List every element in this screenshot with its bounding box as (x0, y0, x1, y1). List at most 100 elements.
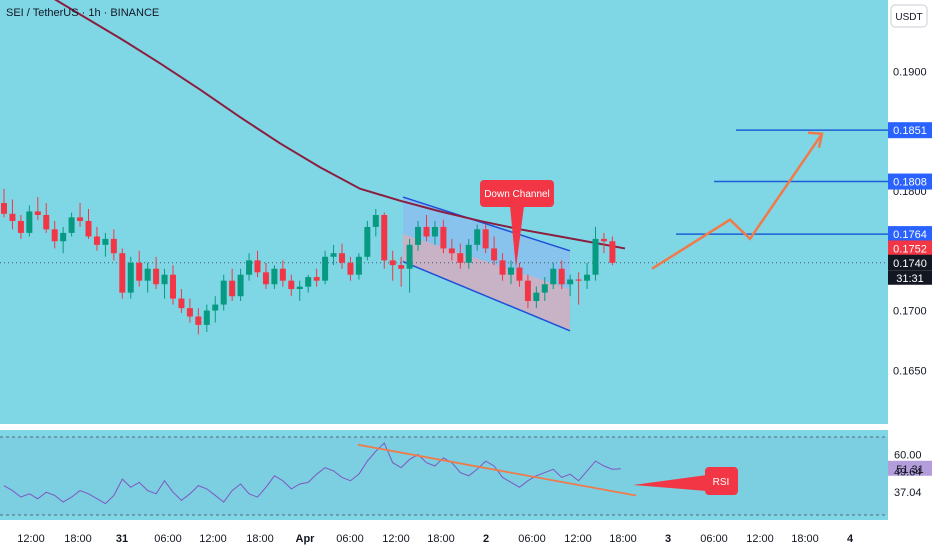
price-tick-label: 0.1650 (893, 365, 927, 377)
candle-body (43, 214, 50, 230)
candle-body (34, 211, 41, 215)
time-tick-label: 06:00 (700, 533, 728, 545)
candle-body (524, 280, 531, 301)
time-tick-label: 12:00 (746, 533, 774, 545)
rsi-layer (3, 442, 637, 505)
candle-body (431, 226, 438, 237)
candle-body (26, 211, 33, 233)
symbol-title: SEI / TetherUS · 1h · BINANCE (6, 7, 159, 19)
candle-body (279, 268, 286, 281)
candle-body (296, 286, 303, 290)
candle-body (372, 214, 379, 227)
candle-body (600, 238, 607, 242)
price-label-box (888, 173, 932, 190)
candle-body (347, 262, 354, 275)
rsi-overbought-zone (0, 437, 888, 515)
rsi-tick-label: 37.04 (894, 487, 922, 499)
candle-body (398, 265, 405, 269)
candle-body (229, 280, 236, 297)
time-tick-label: 12:00 (564, 533, 592, 545)
candle-body (322, 256, 329, 281)
countdown-box (888, 270, 932, 285)
candle-body (508, 267, 514, 275)
candle-body (203, 310, 210, 325)
channel-lower-line (402, 260, 571, 332)
candle-body (440, 226, 447, 249)
time-tick-label: 12:00 (382, 533, 410, 545)
candle-body (575, 279, 582, 281)
rsi-callout: RSI (633, 467, 738, 495)
rsi-tick-label: 60.00 (894, 450, 922, 462)
time-tick-label: 31 (116, 533, 128, 545)
time-tick-label: 4 (847, 533, 854, 545)
channel-upper-line (402, 196, 571, 252)
candle-body (102, 238, 109, 245)
time-tick-label: 18:00 (609, 533, 637, 545)
axis-layer: 0.19000.18500.18000.17500.17000.16500.18… (17, 67, 932, 545)
candle-body (127, 262, 134, 293)
candle-body (516, 267, 523, 281)
candle-body (423, 226, 430, 237)
time-tick-label: 18:00 (791, 533, 819, 545)
price-tick-label: 0.1700 (893, 306, 927, 318)
candle-body (364, 226, 371, 257)
projection-path (651, 133, 824, 270)
candle-body (550, 268, 557, 285)
candle-body (482, 229, 489, 249)
candle-body (17, 220, 24, 233)
candle-body (136, 262, 143, 281)
time-tick-label: 18:00 (64, 533, 92, 545)
down-channel-callout: Down Channel (480, 180, 554, 268)
candle-body (1, 203, 7, 214)
moving-average-line (54, 0, 626, 250)
candle-body (313, 277, 320, 281)
candle-body (305, 277, 312, 287)
rsi-trendline (357, 443, 637, 497)
rsi-callout-label: RSI (713, 477, 730, 488)
candle-body (271, 268, 278, 285)
candle-body (609, 241, 616, 263)
candle-body (389, 260, 396, 266)
price-label: 0.1740 (893, 258, 927, 270)
candle-body (60, 232, 67, 242)
candle-body (465, 244, 472, 263)
projection-layer (651, 131, 824, 270)
time-tick-label: 3 (665, 533, 671, 545)
candle-body (406, 244, 413, 269)
time-tick-label: 18:00 (246, 533, 274, 545)
candle-body (584, 274, 591, 281)
candle-body (381, 214, 388, 261)
candle-body (339, 253, 345, 263)
candle-body (212, 304, 219, 311)
candle-body (153, 268, 160, 285)
candle-body (491, 248, 498, 261)
candle-body (77, 217, 84, 221)
time-tick-label: 18:00 (427, 533, 455, 545)
price-label-box (888, 226, 932, 243)
candle-body (499, 260, 506, 275)
candle-body (288, 280, 295, 290)
candle-body (415, 226, 422, 245)
price-label: 0.1851 (893, 125, 927, 137)
time-tick-label: 06:00 (336, 533, 364, 545)
price-label-box (888, 254, 932, 271)
rsi-value-label: 51.31 (896, 464, 924, 476)
candle-body (195, 316, 202, 325)
candle-body (457, 253, 464, 263)
resistance-levels-layer (676, 129, 888, 235)
candle-body (9, 213, 16, 221)
candle-body (93, 236, 100, 245)
projection-arrowhead (807, 131, 824, 149)
candle-body (68, 217, 75, 233)
candle-body (246, 260, 253, 275)
rsi-line (3, 442, 621, 505)
candle-body (186, 308, 193, 317)
time-tick-label: 06:00 (518, 533, 546, 545)
price-label: 0.1752 (893, 243, 927, 255)
down-channel-label: Down Channel (484, 189, 550, 200)
candle-body (262, 272, 269, 285)
price-label: 0.1808 (893, 177, 927, 189)
currency-button[interactable]: USDT (890, 4, 928, 28)
countdown-label: 31:31 (896, 273, 924, 285)
